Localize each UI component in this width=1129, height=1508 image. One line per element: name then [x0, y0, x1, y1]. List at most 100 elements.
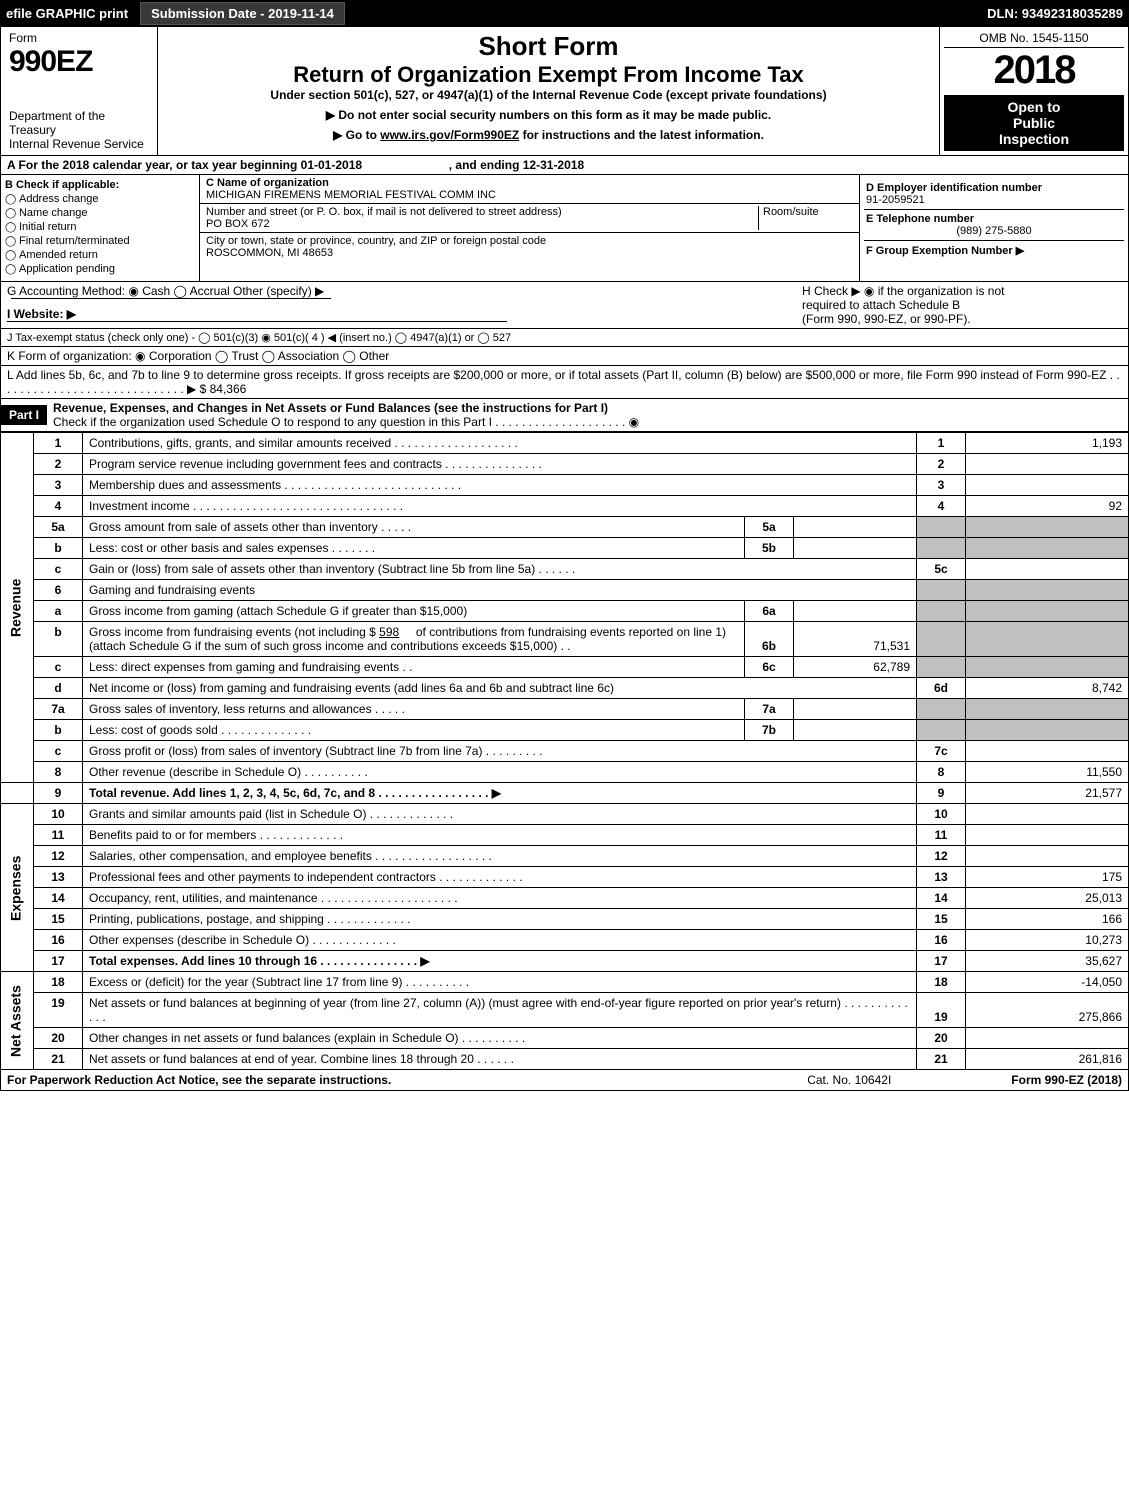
- table-row: Net Assets 18 Excess or (deficit) for th…: [1, 972, 1129, 993]
- table-row: 6 Gaming and fundraising events: [1, 580, 1129, 601]
- table-row: 7a Gross sales of inventory, less return…: [1, 699, 1129, 720]
- form-header: Form 990EZ Department of the Treasury In…: [0, 27, 1129, 156]
- d-label: D Employer identification number: [866, 182, 1122, 194]
- efile-label: efile GRAPHIC print: [6, 6, 128, 21]
- dept-treasury: Department of the Treasury Internal Reve…: [9, 109, 149, 151]
- accounting-method: G Accounting Method: ◉ Cash ◯ Accrual Ot…: [7, 284, 794, 298]
- table-row: c Gain or (loss) from sale of assets oth…: [1, 559, 1129, 580]
- amt-1: 1,193: [966, 433, 1129, 454]
- ein: 91-2059521: [866, 194, 1122, 206]
- f-label: F Group Exemption Number ▶: [866, 244, 1122, 257]
- table-row: 16 Other expenses (describe in Schedule …: [1, 930, 1129, 951]
- title-return: Return of Organization Exempt From Incom…: [164, 62, 933, 88]
- table-row: c Less: direct expenses from gaming and …: [1, 657, 1129, 678]
- org-info: C Name of organization MICHIGAN FIREMENS…: [200, 175, 860, 281]
- form-word: Form: [9, 31, 149, 45]
- table-row: 21 Net assets or fund balances at end of…: [1, 1049, 1129, 1070]
- form-ref: Form 990-EZ (2018): [1011, 1073, 1122, 1087]
- table-row: Expenses 10 Grants and similar amounts p…: [1, 804, 1129, 825]
- city: ROSCOMMON, MI 48653: [206, 247, 333, 259]
- website-label: I Website: ▶: [7, 307, 76, 321]
- line-6b-desc: Gross income from fundraising events (no…: [83, 622, 745, 657]
- cat-no: Cat. No. 10642I: [807, 1073, 891, 1087]
- row-k: K Form of organization: ◉ Corporation ◯ …: [0, 347, 1129, 366]
- table-row: 4 Investment income . . . . . . . . . . …: [1, 496, 1129, 517]
- table-row: d Net income or (loss) from gaming and f…: [1, 678, 1129, 699]
- cb-address-change[interactable]: Address change: [5, 193, 195, 205]
- cb-initial-return[interactable]: Initial return: [5, 221, 195, 233]
- table-row: 3 Membership dues and assessments . . . …: [1, 475, 1129, 496]
- table-row: 17 Total expenses. Add lines 10 through …: [1, 951, 1129, 972]
- subtitle: Under section 501(c), 527, or 4947(a)(1)…: [164, 88, 933, 102]
- page-footer: For Paperwork Reduction Act Notice, see …: [0, 1070, 1129, 1091]
- form-number: 990EZ: [9, 45, 149, 79]
- ssn-warning: ▶ Do not enter social security numbers o…: [164, 108, 933, 122]
- netassets-label: Net Assets: [1, 972, 34, 1070]
- row-j: J Tax-exempt status (check only one) - ◯…: [0, 329, 1129, 347]
- table-row: 2 Program service revenue including gove…: [1, 454, 1129, 475]
- amt-14: 25,013: [966, 888, 1129, 909]
- table-row: b Less: cost or other basis and sales ex…: [1, 538, 1129, 559]
- table-row: b Less: cost of goods sold . . . . . . .…: [1, 720, 1129, 741]
- amt-6c: 62,789: [794, 657, 917, 678]
- cb-application-pending[interactable]: Application pending: [5, 263, 195, 275]
- table-row: 9 Total revenue. Add lines 1, 2, 3, 4, 5…: [1, 783, 1129, 804]
- amt-9: 21,577: [966, 783, 1129, 804]
- amt-19: 275,866: [966, 993, 1129, 1028]
- period-row: A For the 2018 calendar year, or tax yea…: [0, 156, 1129, 175]
- open-to-public: Open to Public Inspection: [944, 95, 1124, 151]
- table-row: 11 Benefits paid to or for members . . .…: [1, 825, 1129, 846]
- amt-21: 261,816: [966, 1049, 1129, 1070]
- phone: (989) 275-5880: [866, 225, 1122, 237]
- c-label: C Name of organization: [206, 177, 853, 189]
- top-bar: efile GRAPHIC print Submission Date - 20…: [0, 0, 1129, 27]
- amt-6b: 71,531: [794, 622, 917, 657]
- room-suite: Room/suite: [758, 206, 853, 230]
- row-gh: G Accounting Method: ◉ Cash ◯ Accrual Ot…: [0, 282, 1129, 329]
- submission-button[interactable]: Submission Date - 2019-11-14: [140, 2, 345, 25]
- check-if-applicable: B Check if applicable: Address change Na…: [1, 175, 200, 281]
- amt-15: 166: [966, 909, 1129, 930]
- tax-year: 2018: [944, 48, 1124, 93]
- cb-name-change[interactable]: Name change: [5, 207, 195, 219]
- table-row: c Gross profit or (loss) from sales of i…: [1, 741, 1129, 762]
- amt-16: 10,273: [966, 930, 1129, 951]
- row-l: L Add lines 5b, 6c, and 7b to line 9 to …: [0, 366, 1129, 399]
- table-row: 5a Gross amount from sale of assets othe…: [1, 517, 1129, 538]
- amt-6d: 8,742: [966, 678, 1129, 699]
- h-check: H Check ▶ ◉ if the organization is not: [802, 284, 1122, 298]
- section-b: B Check if applicable: Address change Na…: [0, 175, 1129, 282]
- amt-4: 92: [966, 496, 1129, 517]
- table-row: 13 Professional fees and other payments …: [1, 867, 1129, 888]
- table-row: a Gross income from gaming (attach Sched…: [1, 601, 1129, 622]
- table-row: 19 Net assets or fund balances at beginn…: [1, 993, 1129, 1028]
- table-row: 20 Other changes in net assets or fund b…: [1, 1028, 1129, 1049]
- amt-18: -14,050: [966, 972, 1129, 993]
- table-row: 12 Salaries, other compensation, and emp…: [1, 846, 1129, 867]
- title-short-form: Short Form: [164, 31, 933, 62]
- table-row: b Gross income from fundraising events (…: [1, 622, 1129, 657]
- part-i-header: Part I Revenue, Expenses, and Changes in…: [0, 399, 1129, 432]
- expenses-label: Expenses: [1, 804, 34, 972]
- table-row: 14 Occupancy, rent, utilities, and maint…: [1, 888, 1129, 909]
- table-row: 8 Other revenue (describe in Schedule O)…: [1, 762, 1129, 783]
- dln-label: DLN: 93492318035289: [987, 6, 1123, 21]
- amt-17: 35,627: [966, 951, 1129, 972]
- omb-number: OMB No. 1545-1150: [944, 31, 1124, 48]
- amt-8: 11,550: [966, 762, 1129, 783]
- city-label: City or town, state or province, country…: [206, 235, 546, 247]
- addr-label: Number and street (or P. O. box, if mail…: [206, 206, 562, 218]
- address: PO BOX 672: [206, 218, 270, 230]
- header-right: OMB No. 1545-1150 2018 Open to Public In…: [939, 27, 1128, 155]
- org-name: MICHIGAN FIREMENS MEMORIAL FESTIVAL COMM…: [206, 189, 853, 201]
- goto-link[interactable]: ▶ Go to www.irs.gov/Form990EZ for instru…: [164, 128, 933, 142]
- table-row: Revenue 1 Contributions, gifts, grants, …: [1, 433, 1129, 454]
- revenue-label: Revenue: [1, 433, 34, 783]
- right-info: D Employer identification number 91-2059…: [860, 175, 1128, 281]
- header-left: Form 990EZ Department of the Treasury In…: [1, 27, 158, 155]
- header-mid: Short Form Return of Organization Exempt…: [158, 27, 939, 155]
- part-i-label: Part I: [1, 405, 47, 425]
- cb-final-return[interactable]: Final return/terminated: [5, 235, 195, 247]
- cb-amended-return[interactable]: Amended return: [5, 249, 195, 261]
- e-label: E Telephone number: [866, 213, 1122, 225]
